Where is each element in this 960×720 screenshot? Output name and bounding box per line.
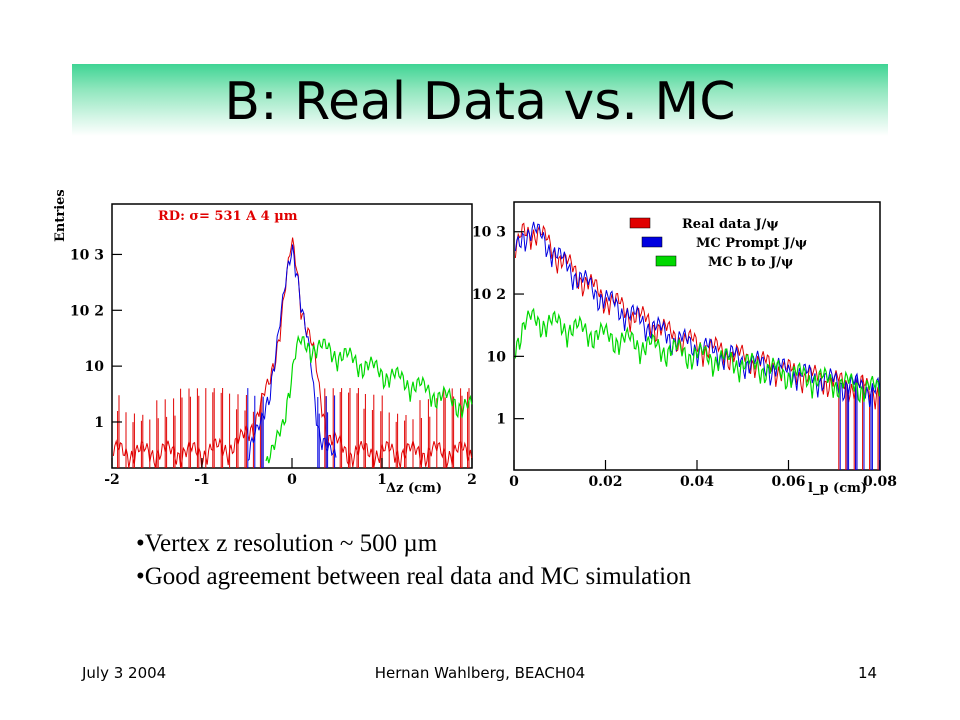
dz-histogram: -2 -1 0 1 2 1 10 10 2 10 3 RD: σ= 531 A 4 µm Ent… [53,190,477,496]
x-tick-label: 2 [467,472,477,488]
y-tick-label: 10 [85,359,105,375]
x-tick-label: 0.04 [680,474,714,490]
x-tick-label: 0 [509,474,519,490]
legend-label-mc-prompt: MC Prompt J/ψ [696,236,807,251]
x-tick-label: 0.08 [863,474,897,490]
footer-date: July 3 2004 [82,664,167,682]
footer-page-number: 14 [858,664,878,682]
y-tick-label: 10 3 [70,247,104,263]
y-tick-label: 10 [487,349,507,365]
x-tick-label: 1 [377,472,387,488]
x-tick-label: 0 [287,472,297,488]
slide-title: B: Real Data vs. MC [224,72,736,132]
bullet-item: •Vertex z resolution ~ 500 µm [136,530,438,557]
left-chart-title: RD: σ= 531 A 4 µm [158,209,298,224]
y-tick-label: 1 [496,412,506,428]
series-line-red [112,237,473,469]
x-tick-label: 0.02 [588,474,622,490]
x-tick-label: -1 [194,472,210,488]
x-tick-label: 0.06 [771,474,805,490]
legend-label-real: Real data J/ψ [682,217,779,232]
series-line-red [514,222,880,410]
legend-swatch-real [629,217,651,229]
y-tick-label: 10 2 [70,303,104,319]
y-tick-label: 10 2 [472,287,506,303]
left-x-axis-label: Δz (cm) [386,481,442,496]
bullet-item: •Good agreement between real data and MC… [136,563,692,590]
title-band [72,64,888,136]
y-tick-label: 1 [94,415,104,431]
y-tick-label: 10 3 [472,225,506,241]
left-y-axis-label: Entries [53,190,68,242]
legend-swatch-mc-b [655,255,677,267]
legend-label-mc-b: MC b to J/ψ [708,255,793,270]
x-tick-label: -2 [104,472,120,488]
right-x-axis-label: l_p (cm) [808,481,867,496]
footer-author: Hernan Wahlberg, BEACH04 [374,664,586,682]
series-line-green [514,307,880,404]
series-line-blue [514,221,880,408]
legend: Real data J/ψ MC Prompt J/ψ MC b to J/ψ [629,217,807,270]
lp-histogram: 0 0.02 0.04 0.06 0.08 1 10 10 2 10 3 Real data J… [472,201,897,496]
legend-swatch-mc-prompt [641,236,663,248]
series-line-green [265,334,473,464]
series-line-blue [247,244,337,461]
bullet-list: •Vertex z resolution ~ 500 µm •Good agre… [136,530,691,596]
